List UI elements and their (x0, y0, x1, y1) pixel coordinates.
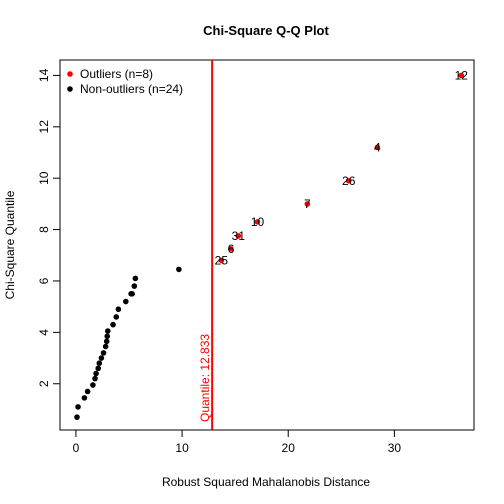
x-axis-label: Robust Squared Mahalanobis Distance (162, 475, 370, 489)
outlier-point-label: 25 (215, 253, 229, 267)
non-outlier-point (96, 360, 103, 366)
outlier-point (254, 219, 261, 225)
outlier-point-label: 7 (304, 197, 311, 211)
non-outlier-point (104, 328, 111, 334)
non-outlier-point (131, 283, 138, 289)
x-tick-label: 10 (175, 441, 189, 455)
data-points (74, 72, 465, 420)
outlier-point-label: 10 (251, 215, 265, 229)
y-tick-label: 12 (37, 120, 51, 134)
non-outlier-point (98, 355, 105, 361)
y-tick-label: 6 (37, 277, 51, 284)
y-tick-label: 4 (37, 329, 51, 336)
non-outlier-point (113, 314, 120, 320)
non-outlier-point (176, 266, 182, 273)
non-outlier-point (129, 291, 135, 297)
legend-entry: Outliers (n=8) (80, 67, 153, 81)
outlier-point-label: 26 (342, 174, 356, 188)
legend-marker (67, 71, 73, 77)
non-outlier-point (90, 382, 96, 388)
non-outlier-point (103, 338, 110, 345)
non-outlier-point (100, 350, 107, 356)
y-tick-label: 2 (37, 380, 51, 387)
legend: Outliers (n=8)Non-outliers (n=24) (67, 67, 183, 96)
x-tick-label: 0 (73, 441, 80, 455)
outlier-point (345, 177, 352, 184)
y-tick-label: 10 (37, 171, 51, 185)
legend-entry: Non-outliers (n=24) (80, 82, 183, 96)
outlier-point (235, 233, 242, 239)
non-outlier-point (132, 275, 139, 282)
outlier-point-label: 6 (228, 242, 235, 256)
outlier-point (458, 72, 465, 79)
quantile-reference: Quantile: 12.833 (198, 60, 214, 430)
non-outlier-point (93, 370, 99, 377)
quantile-label: Quantile: 12.833 (198, 334, 212, 422)
x-tick-label: 20 (282, 441, 296, 455)
non-outlier-point (75, 404, 81, 410)
plot-area-frame (59, 59, 475, 431)
y-axis: 2 4 6 8 10 12 14 (37, 68, 60, 387)
non-outlier-point (74, 414, 80, 420)
chart-title: Chi-Square Q-Q Plot (203, 23, 329, 38)
outlier-point-label: 4 (374, 140, 381, 154)
outlier-point (374, 144, 381, 151)
y-tick-label: 8 (37, 226, 51, 233)
x-axis: 0 10 20 30 (73, 430, 402, 455)
x-tick-label: 30 (388, 441, 402, 455)
outlier-point (304, 201, 311, 207)
non-outlier-point (110, 321, 116, 328)
legend-marker (67, 86, 73, 92)
non-outlier-point (81, 395, 88, 401)
non-outlier-point (84, 388, 91, 395)
non-outlier-point (92, 375, 98, 382)
non-outlier-point (115, 306, 122, 313)
outlier-point (218, 257, 225, 264)
y-tick-label: 14 (37, 68, 51, 82)
outlier-point (228, 246, 234, 252)
outlier-point-label: 12 (455, 68, 469, 82)
outlier-point-label: 31 (232, 229, 246, 243)
non-outlier-point (104, 333, 111, 340)
non-outlier-point (123, 298, 129, 305)
y-axis-label: Chi-Square Quantile (3, 190, 17, 299)
non-outlier-point (102, 343, 109, 350)
non-outlier-point (95, 365, 102, 372)
